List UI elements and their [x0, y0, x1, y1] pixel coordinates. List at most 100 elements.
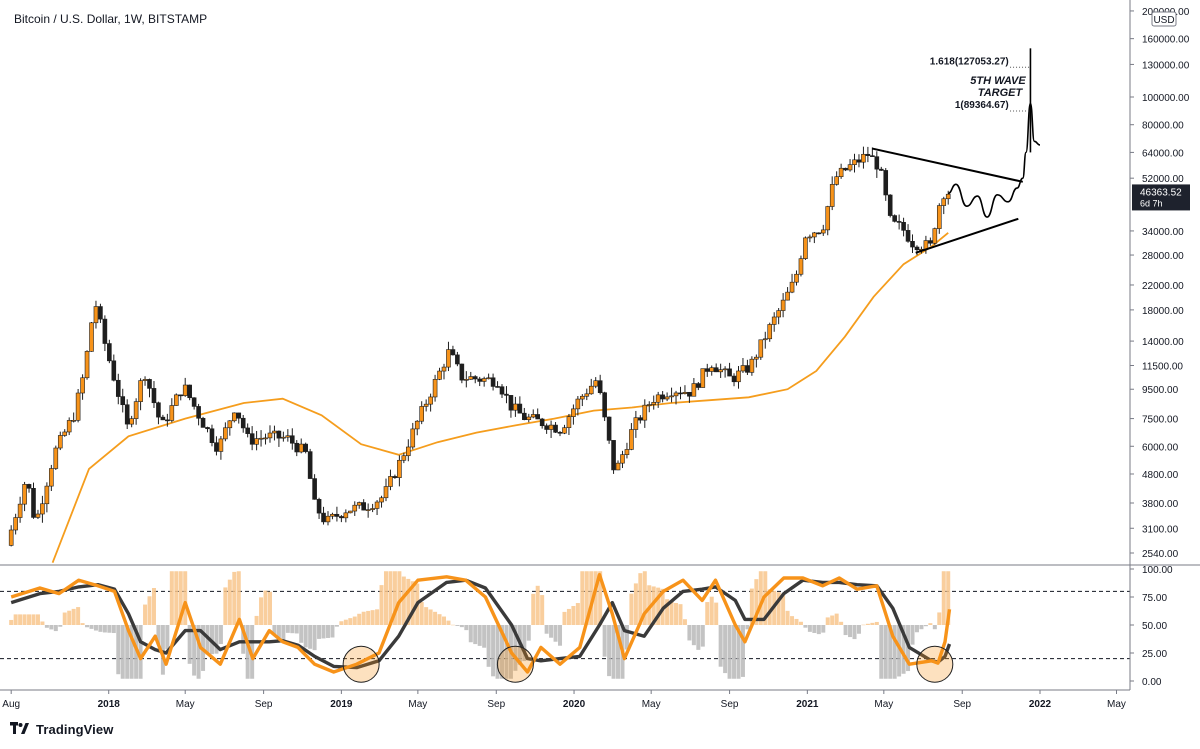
- osc-histogram-bar: [392, 571, 397, 625]
- axes-layer: 200000.00160000.00130000.00100000.008000…: [0, 0, 1200, 710]
- osc-histogram-bar: [183, 571, 188, 625]
- candle-body: [762, 338, 768, 341]
- candle-body: [874, 156, 880, 170]
- candle-body: [263, 437, 268, 440]
- price-tick-label: 6000.00: [1142, 442, 1179, 453]
- osc-histogram-bar: [294, 625, 299, 634]
- oscillator-layer: [0, 571, 1130, 683]
- candle-body: [147, 379, 152, 389]
- candle-body: [785, 291, 790, 301]
- osc-histogram-bar: [40, 621, 45, 625]
- osc-histogram-bar: [558, 625, 563, 646]
- osc-histogram-bar: [410, 581, 415, 625]
- osc-histogram-bar: [375, 609, 380, 625]
- candle-body: [535, 414, 541, 420]
- osc-histogram-bar: [85, 625, 90, 628]
- candle-body: [40, 503, 45, 515]
- candle-body: [687, 391, 692, 397]
- candle-body: [704, 368, 710, 372]
- candle-body: [486, 377, 491, 380]
- candle-body: [633, 417, 639, 430]
- osc-tick-label: 0.00: [1142, 677, 1162, 688]
- osc-histogram-bar: [334, 625, 339, 627]
- candle-body: [758, 339, 764, 358]
- price-tick-label: 64000.00: [1142, 148, 1184, 159]
- candle-body: [718, 369, 723, 373]
- candle-body: [370, 508, 375, 510]
- time-tick-label: Sep: [953, 699, 971, 710]
- candle-body: [709, 367, 715, 372]
- candle-body: [928, 240, 933, 244]
- candle-body: [553, 424, 558, 433]
- osc-histogram-bar: [611, 625, 616, 679]
- osc-histogram-bar: [263, 590, 268, 625]
- candle-body: [231, 412, 237, 422]
- candle-body: [44, 485, 50, 505]
- candle-body: [945, 193, 951, 200]
- osc-histogram-bar: [897, 625, 902, 677]
- last-price-value: 46363.52: [1140, 187, 1182, 198]
- candle-body: [379, 497, 384, 503]
- osc-histogram-bar: [428, 609, 433, 625]
- candle-body: [887, 194, 893, 216]
- time-tick-label: Aug: [2, 699, 20, 710]
- candle-body: [388, 476, 393, 487]
- price-tick-label: 34000.00: [1142, 227, 1184, 238]
- osc-histogram-bar: [566, 608, 571, 625]
- candle-body: [138, 380, 143, 402]
- osc-histogram-bar: [459, 625, 464, 628]
- time-tick-label: 2020: [563, 699, 586, 710]
- osc-histogram-bar: [343, 619, 348, 625]
- candle-body: [236, 412, 242, 419]
- candle-body: [602, 392, 607, 418]
- candle-body: [691, 383, 697, 397]
- time-tick-label: Sep: [255, 699, 273, 710]
- candle-body: [303, 443, 308, 452]
- osc-histogram-bar: [486, 625, 491, 667]
- osc-histogram-bar: [495, 625, 500, 679]
- candle-body: [825, 206, 831, 231]
- osc-histogram-bar: [308, 625, 313, 649]
- candle-body: [852, 159, 857, 165]
- osc-tick-label: 75.00: [1142, 593, 1167, 604]
- candle-body: [660, 394, 665, 400]
- osc-histogram-bar: [825, 617, 830, 625]
- osc-histogram-bar: [602, 625, 607, 657]
- price-tick-label: 11500.00: [1142, 362, 1183, 373]
- candle-body: [468, 376, 474, 380]
- osc-histogram-bar: [540, 595, 545, 625]
- triangle-lower-line: [915, 217, 1019, 254]
- price-tick-label: 80000.00: [1142, 121, 1184, 132]
- candle-body: [115, 379, 121, 397]
- footer-brand: TradingView: [36, 721, 114, 737]
- osc-histogram-bar: [107, 625, 112, 633]
- candle-body: [75, 392, 81, 421]
- candle-body: [223, 427, 228, 440]
- drawings-layer: 1.618(127053.27) 1(89364.67) 5TH WAVETARGE…: [872, 48, 1041, 254]
- candle-body: [829, 184, 835, 207]
- osc-histogram-bar: [598, 571, 603, 625]
- candle-body: [508, 395, 514, 411]
- osc-histogram-bar: [629, 593, 634, 625]
- osc-histogram-bar: [745, 625, 750, 630]
- candle-body: [254, 438, 259, 445]
- osc-histogram-bar: [450, 624, 455, 626]
- osc-histogram-bar: [419, 602, 424, 625]
- price-tick-label: 52000.00: [1142, 174, 1184, 185]
- candle-body: [548, 424, 554, 430]
- candle-body: [713, 367, 719, 373]
- candle-body: [571, 408, 576, 417]
- candle-body: [575, 398, 581, 410]
- candle-body: [513, 403, 518, 411]
- osc-histogram-bar: [35, 614, 40, 625]
- osc-histogram-bar: [865, 623, 870, 625]
- candle-body: [312, 478, 317, 500]
- osc-histogram-bar: [821, 625, 826, 633]
- candle-body: [530, 414, 536, 418]
- osc-histogram-bar: [714, 602, 719, 625]
- candle-body: [182, 384, 188, 396]
- osc-histogram-bar: [856, 625, 861, 634]
- candle-body: [214, 442, 219, 452]
- osc-histogram-bar: [143, 604, 148, 625]
